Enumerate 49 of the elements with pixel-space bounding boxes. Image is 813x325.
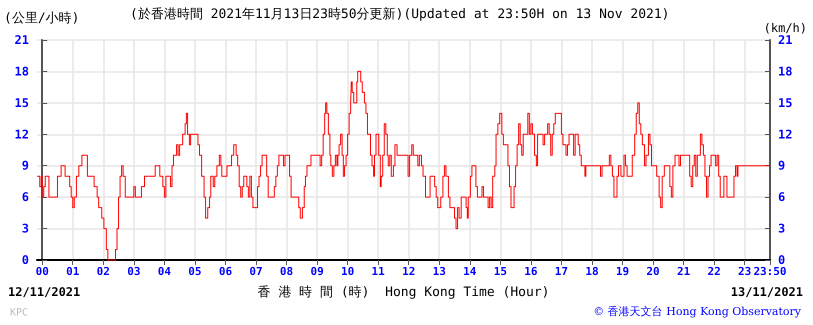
x-tick-label: 11 <box>372 265 386 278</box>
x-tick-label: 12 <box>402 265 416 278</box>
x-tick-label: 18 <box>585 265 599 278</box>
x-tick-label: 13 <box>432 265 446 278</box>
y-tick-label: 21 <box>14 33 29 47</box>
x-tick-label: 00 <box>36 265 49 278</box>
x-tick-label: 04 <box>158 265 172 278</box>
x-tick-label: 23 <box>738 265 752 278</box>
x-tick-label: 20 <box>646 265 660 278</box>
x-tick-label: 16 <box>524 265 538 278</box>
text: © 香港天文台 Hong Kong Observatory <box>593 305 802 318</box>
x-tick-label: 08 <box>280 265 294 278</box>
text: 12/11/2021 <box>8 285 80 299</box>
x-tick-label: 19 <box>616 265 630 278</box>
y2-axis-title: (km/h) <box>764 21 808 35</box>
x-tick-label: 14 <box>463 265 477 278</box>
x-tick-label: 22 <box>707 265 721 278</box>
x-tick-label: 06 <box>218 265 232 278</box>
y-axis-title: (公里/小時) <box>4 11 80 26</box>
y2-tick-label: 3 <box>778 222 786 236</box>
x-tick-label: 05 <box>188 265 202 278</box>
x-tick-label: 17 <box>554 265 568 278</box>
x-tick-label: 01 <box>66 265 80 278</box>
y2-tick-label: 18 <box>778 64 792 78</box>
chart-title: (於香港時間 2021年11月13日23時50分更新)(Updated at 23:50H on 13 Nov 2021) <box>130 7 670 22</box>
y-tick-label: 0 <box>22 253 29 267</box>
y-tick-label: 15 <box>14 96 29 110</box>
y-tick-label: 6 <box>22 190 29 204</box>
x-tick-label: 03 <box>127 265 140 278</box>
x-tick-label: 15 <box>494 265 507 278</box>
x-tick-label: 10 <box>340 265 354 278</box>
x-tick-label: 21 <box>676 265 691 278</box>
y2-tick-label: 15 <box>778 96 792 110</box>
y2-tick-label: 21 <box>778 33 792 47</box>
x-tick-label: 23:50 <box>753 265 787 278</box>
y2-tick-label: 0 <box>778 253 786 267</box>
x-tick-label: 02 <box>96 265 110 278</box>
y2-tick-label: 12 <box>778 127 792 142</box>
y-tick-label: 3 <box>22 222 29 236</box>
x-tick-label: 07 <box>249 265 263 278</box>
y2-tick-label: 6 <box>778 190 786 204</box>
y-tick-label: 18 <box>14 64 29 78</box>
text: KPC <box>10 308 28 318</box>
text: 13/11/2021 <box>730 285 804 299</box>
y-tick-label: 12 <box>14 127 29 142</box>
x-axis-title: 香 港 時 間 (時) Hong Kong Time (Hour) <box>258 285 550 300</box>
y-tick-label: 9 <box>22 158 29 173</box>
y2-tick-label: 9 <box>778 158 786 173</box>
x-tick-label: 09 <box>310 265 324 278</box>
